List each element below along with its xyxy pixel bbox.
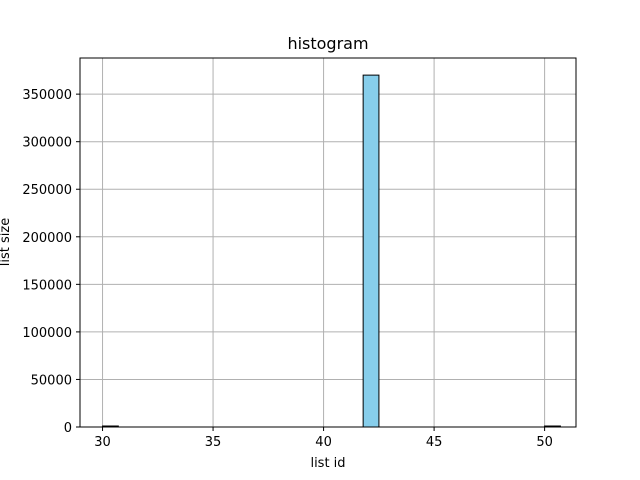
y-tick-label-5: 250000	[22, 183, 72, 198]
y-axis-label: list size	[0, 218, 13, 266]
x-tick-label-3: 45	[426, 435, 443, 450]
y-tick-label-3: 150000	[22, 278, 72, 293]
plot-frame	[79, 57, 577, 428]
y-tick-label-2: 100000	[22, 326, 72, 341]
chart-title: histogram	[287, 34, 368, 53]
x-tick-label-1: 35	[205, 435, 222, 450]
y-axis-ticks: 0 50000 100000 150000 200000 250000 300000 3500…	[22, 88, 80, 436]
x-axis-label: list id	[310, 456, 345, 471]
x-tick-label-4: 50	[536, 435, 553, 450]
x-tick-label-0: 30	[94, 435, 111, 450]
x-tick-label-2: 40	[315, 435, 332, 450]
y-tick-label-6: 300000	[22, 136, 72, 151]
y-tick-label-1: 50000	[31, 373, 72, 388]
x-axis-ticks: 30 35 40 45 50	[94, 427, 553, 450]
y-tick-label-4: 200000	[22, 231, 72, 246]
histogram-bar-1	[362, 74, 380, 428]
grid-lines	[80, 58, 576, 428]
y-tick-label-0: 0	[64, 421, 72, 436]
histogram-bars	[102, 74, 561, 428]
y-tick-label-7: 350000	[22, 88, 72, 103]
